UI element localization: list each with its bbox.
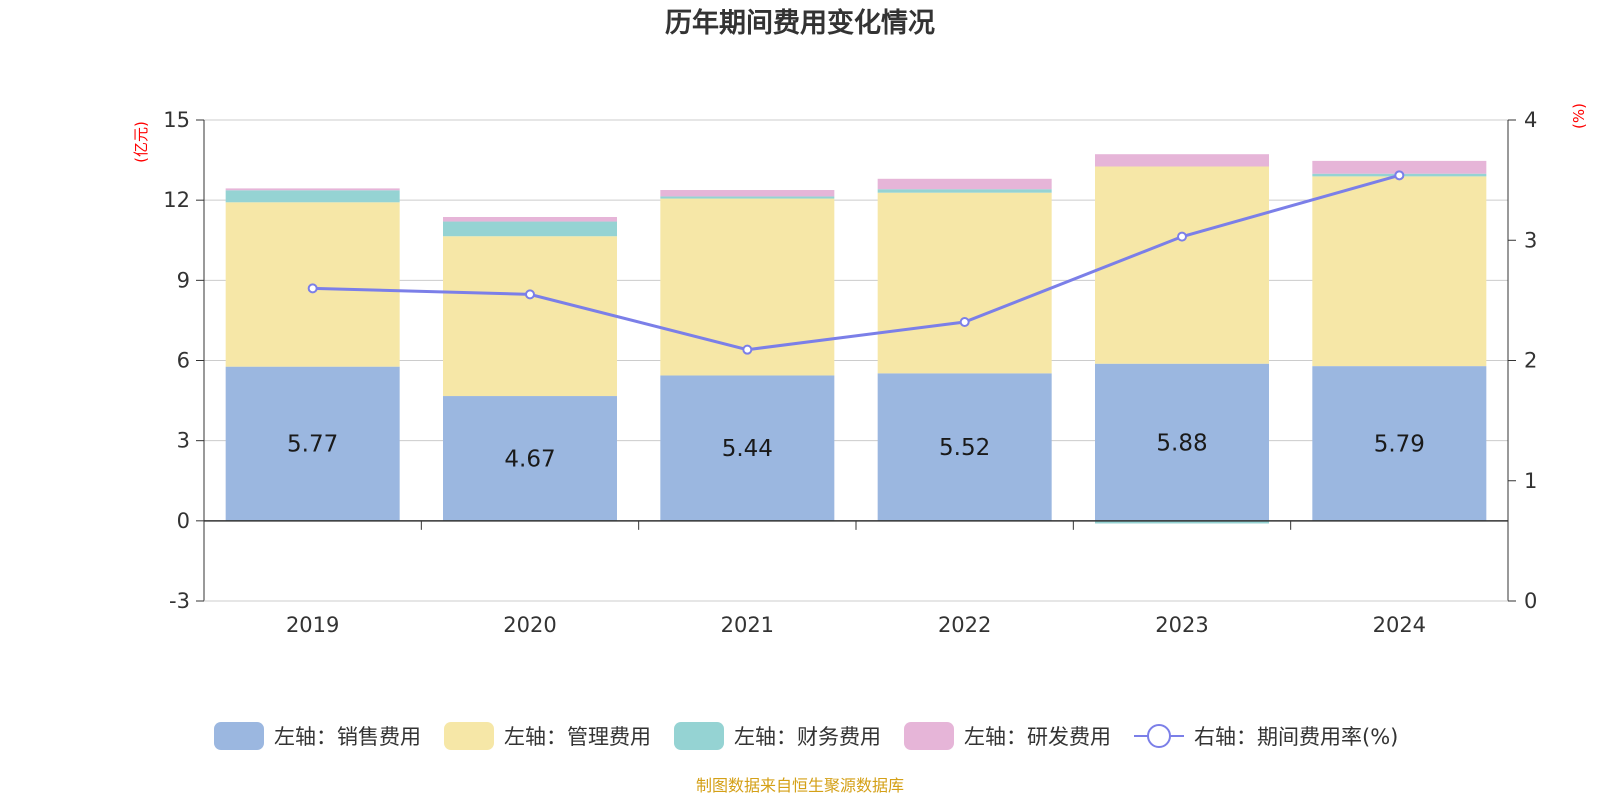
left-axis-tick-label: 12: [163, 188, 190, 212]
bar-data-label: 5.44: [722, 436, 773, 462]
legend-label: 左轴：管理费用: [504, 725, 651, 749]
rate-point-2022: [959, 317, 970, 328]
bar-rnd-2019: [225, 188, 400, 191]
left-axis-tick-label: 0: [177, 509, 190, 533]
left-axis-tick-label: 9: [177, 268, 190, 292]
bar-sales-2020: [443, 396, 617, 521]
x-axis-label: 2020: [503, 613, 556, 637]
bar-finance-2019: [225, 190, 400, 203]
chart-title: 历年期间费用变化情况: [665, 7, 935, 39]
bar-rnd-2024: [1312, 160, 1487, 174]
bar-data-label: 5.77: [287, 432, 338, 458]
left-axis-tick-label: -3: [169, 589, 190, 613]
bar-admin-2022: [877, 192, 1052, 374]
bar-finance-2021: [660, 196, 835, 199]
right-axis-tick-label: 4: [1524, 108, 1537, 132]
x-axis-label: 2021: [721, 613, 774, 637]
legend-swatch: [674, 722, 724, 750]
legend-swatch: [214, 722, 264, 750]
left-axis-tick-label: 3: [177, 429, 190, 453]
legend-label: 左轴：销售费用: [274, 725, 421, 749]
rate-line: [312, 173, 1400, 352]
bar-series: 5.77 4.67 5.44 5.52 5.88 5.79: [225, 154, 1487, 524]
bar-finance-2022: [877, 189, 1052, 193]
legend-item-admin: 左轴：管理费用: [444, 722, 651, 750]
legend-label: 右轴：期间费用率(%): [1194, 725, 1398, 749]
left-axis-tick-label: 6: [177, 349, 190, 373]
right-axis-unit: (%): [1570, 103, 1588, 129]
legend: 左轴：销售费用 左轴：管理费用 左轴：财务费用 左轴：研发费用 右轴：期间费用率(%): [214, 722, 1398, 750]
x-axis-label: 2023: [1155, 613, 1208, 637]
legend-swatch: [904, 722, 954, 750]
x-axis-label: 2019: [286, 613, 339, 637]
rate-point-2021: [742, 344, 753, 355]
legend-item-finance: 左轴：财务费用: [674, 722, 881, 750]
legend-item-rnd: 左轴：研发费用: [904, 722, 1111, 750]
source-note: 制图数据来自恒生聚源数据库: [696, 776, 904, 795]
bar-rnd-2020: [443, 217, 617, 222]
bar-data-label: 5.52: [939, 435, 990, 461]
x-axis-label: 2024: [1373, 613, 1426, 637]
x-axis-label: 2022: [938, 613, 991, 637]
bar-data-label: 4.67: [504, 446, 555, 472]
rate-point-2024: [1394, 170, 1405, 181]
right-axis-tick-label: 3: [1524, 228, 1537, 252]
bar-rnd-2021: [660, 190, 835, 197]
rate-point-2019: [307, 283, 318, 294]
right-axis-tick-label: 1: [1524, 469, 1537, 493]
bar-sales-2021: [660, 375, 835, 521]
bar-admin-2020: [443, 236, 617, 397]
right-axis-tick-label: 2: [1524, 349, 1537, 373]
bar-rnd-2023: [1095, 154, 1269, 167]
bar-admin-2024: [1312, 176, 1487, 367]
legend-item-rate: 右轴：期间费用率(%): [1134, 724, 1398, 749]
legend-swatch: [444, 722, 494, 750]
bar-sales-2024: [1312, 366, 1487, 521]
left-axis-unit: (亿元): [132, 121, 150, 163]
rate-line-series: [307, 170, 1405, 355]
bar-rnd-2022: [877, 178, 1052, 190]
bar-data-label: 5.79: [1374, 431, 1425, 457]
legend-label: 左轴：财务费用: [734, 725, 881, 749]
bar-admin-2023: [1095, 166, 1269, 364]
rate-point-2023: [1177, 231, 1187, 242]
bar-finance-2023: [1095, 520, 1269, 524]
left-axis-tick-label: 15: [163, 108, 190, 132]
right-axis-tick-label: 0: [1524, 589, 1537, 613]
bar-finance-2020: [443, 221, 617, 237]
rate-point-2020: [525, 289, 535, 300]
legend-swatch-marker: [1147, 724, 1171, 748]
bar-sales-2019: [225, 366, 400, 521]
legend-label: 左轴：研发费用: [964, 725, 1111, 749]
bar-sales-2023: [1095, 363, 1269, 521]
bar-sales-2022: [877, 373, 1052, 521]
bar-data-label: 5.88: [1156, 430, 1207, 456]
legend-item-sales: 左轴：销售费用: [214, 722, 421, 750]
